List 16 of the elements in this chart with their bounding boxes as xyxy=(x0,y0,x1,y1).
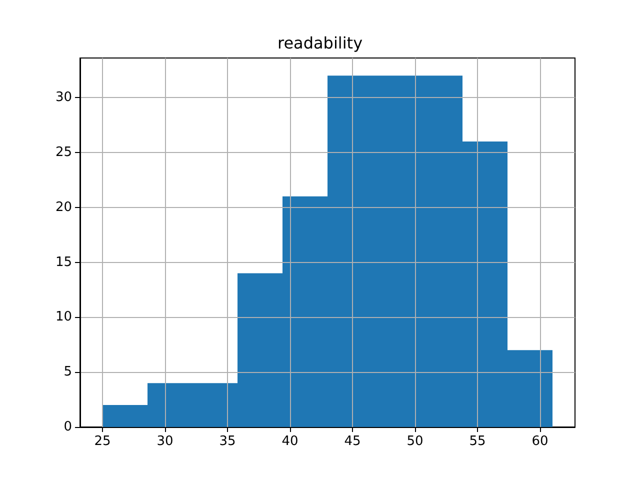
y-tick-label: 0 xyxy=(64,420,72,434)
x-tick-label: 25 xyxy=(94,434,111,449)
x-tick-label: 35 xyxy=(219,434,236,449)
y-tick-label: 10 xyxy=(55,310,72,325)
x-tick-label: 45 xyxy=(344,434,361,449)
chart-title: readability xyxy=(277,34,363,52)
y-tick-label: 20 xyxy=(55,200,72,215)
x-tick-label: 60 xyxy=(532,434,548,449)
y-tick-label: 5 xyxy=(64,364,72,380)
y-tick-label: 25 xyxy=(55,144,72,160)
x-tick-label: 55 xyxy=(469,434,486,449)
y-tick-label: 30 xyxy=(55,90,72,106)
y-tick-label: 15 xyxy=(55,254,72,270)
x-tick-label: 40 xyxy=(282,434,298,449)
x-tick-label: 30 xyxy=(156,434,174,449)
x-tick-label: 50 xyxy=(406,434,424,449)
